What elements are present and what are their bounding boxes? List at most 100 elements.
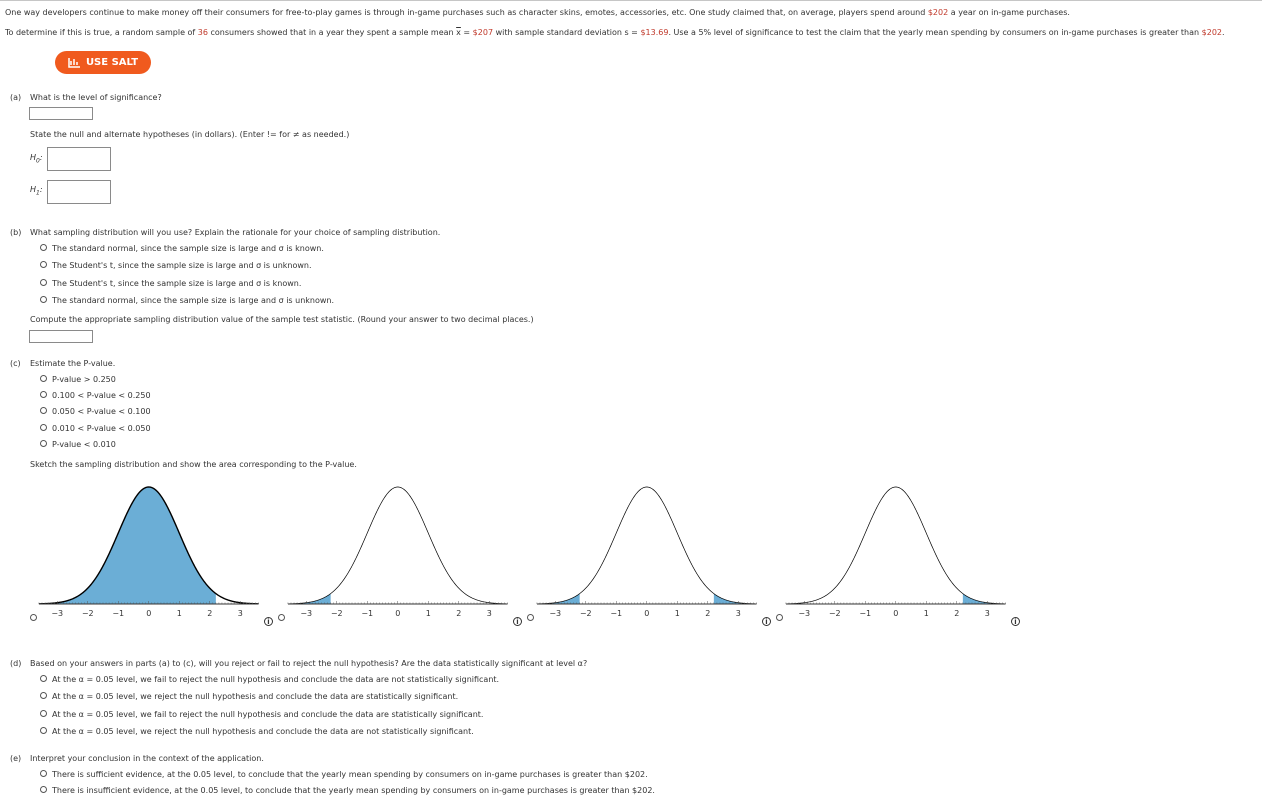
part-d-radio-1[interactable] [40,675,47,682]
tick-label: 2 [705,609,710,618]
part-e-option-2: There is insufficient evidence, at the 0… [52,786,655,795]
claim-value: $202 [1201,28,1223,37]
part-c-radio-4[interactable] [40,424,47,431]
normal-curve [536,486,757,605]
part-b-option-1: The standard normal, since the sample si… [52,244,324,253]
part-c-question: Estimate the P-value. [30,359,116,368]
sketch-prompt: Sketch the sampling distribution and sho… [30,460,357,469]
info-icon[interactable]: i [513,617,522,626]
significance-input[interactable] [29,107,93,120]
graph-radio-4[interactable] [776,614,783,621]
part-d-radio-3[interactable] [40,710,47,717]
tick-label: −3 [549,609,561,618]
part-a-label: (a) [10,93,22,102]
h0-label: H0: [30,153,43,165]
shaded-area [38,487,216,604]
info-icon[interactable]: i [762,617,771,626]
part-b-radio-3[interactable] [40,279,47,286]
part-d-option-2: At the α = 0.05 level, we reject the nul… [52,692,459,701]
tick-label: 0 [644,609,649,618]
tick-label: 1 [426,609,431,618]
part-d-option-3: At the α = 0.05 level, we fail to reject… [52,710,484,719]
shaded-right-tail [713,593,757,604]
tick-label: 3 [736,609,741,618]
part-e-option-1: There is sufficient evidence, at the 0.0… [52,770,648,779]
part-c-radio-1[interactable] [40,375,47,382]
shaded-left-tail [287,593,331,604]
hypotheses-prompt: State the null and alternate hypotheses … [30,130,350,139]
part-d-option-4: At the α = 0.05 level, we reject the nul… [52,727,474,736]
tick-label: 2 [207,609,212,618]
h1-label: H1: [30,185,43,197]
intro-line-2: To determine if this is true, a random s… [5,28,1225,37]
graph-3: −3 −2 −1 0 1 2 3 [536,486,757,618]
tick-label: 3 [985,609,990,618]
part-d-radio-2[interactable] [40,692,47,699]
tick-label: 3 [238,609,243,618]
part-d-question: Based on your answers in parts (a) to (c… [30,659,588,668]
part-b-option-2: The Student's t, since the sample size i… [52,261,312,270]
part-c-label: (c) [10,359,21,368]
part-a-question: What is the level of significance? [30,93,162,102]
tick-label: −2 [82,609,94,618]
part-b-label: (b) [10,228,22,237]
part-d-label: (d) [10,659,22,668]
tick-label: −3 [51,609,63,618]
graph-1: −3 −2 −1 0 1 2 3 [38,486,259,618]
tick-label: 1 [177,609,182,618]
sample-mean: $207 [472,28,494,37]
part-c-option-2: 0.100 < P-value < 0.250 [52,391,151,400]
part-d-radio-4[interactable] [40,727,47,734]
use-salt-button[interactable]: USE SALT [55,51,151,74]
graph-2: −3 −2 −1 0 1 2 3 [287,486,508,618]
h1-input[interactable] [47,180,111,204]
salt-chart-icon [68,58,80,68]
part-b-radio-2[interactable] [40,261,47,268]
info-icon[interactable]: i [264,617,273,626]
part-e-radio-1[interactable] [40,770,47,777]
part-c-radio-2[interactable] [40,391,47,398]
normal-curve [785,486,1006,605]
tick-label: 1 [924,609,929,618]
tick-label: −1 [859,609,871,618]
tick-label: 0 [146,609,151,618]
part-b-option-3: The Student's t, since the sample size i… [52,279,302,288]
part-c-radio-3[interactable] [40,407,47,414]
part-b-option-4: The standard normal, since the sample si… [52,296,335,305]
tick-label: 3 [487,609,492,618]
tick-label: 2 [954,609,959,618]
intro-line-1: One way developers continue to make mone… [5,8,1070,17]
normal-curve [38,486,259,605]
tick-label: 0 [395,609,400,618]
test-statistic-input[interactable] [29,330,93,343]
part-c-radio-5[interactable] [40,440,47,447]
tick-label: −2 [829,609,841,618]
tick-label: −2 [580,609,592,618]
part-b-question: What sampling distribution will you use?… [30,228,441,237]
tick-label: −2 [331,609,343,618]
tick-label: 2 [456,609,461,618]
claimed-mean: $202 [927,8,949,17]
tick-label: 1 [675,609,680,618]
graph-4: −3 −2 −1 0 1 2 3 [785,486,1006,618]
graph-radio-1[interactable] [30,614,37,621]
part-c-option-4: 0.010 < P-value < 0.050 [52,424,151,433]
h0-input[interactable] [47,147,111,171]
graph-radio-2[interactable] [278,614,285,621]
part-e-radio-2[interactable] [40,786,47,793]
part-b-radio-1[interactable] [40,244,47,251]
shaded-left-tail [536,593,580,604]
info-icon[interactable]: i [1011,617,1020,626]
use-salt-label: USE SALT [85,57,139,68]
part-c-option-5: P-value < 0.010 [52,440,116,449]
tick-label: −1 [610,609,622,618]
part-b-radio-4[interactable] [40,296,47,303]
part-c-option-3: 0.050 < P-value < 0.100 [52,407,151,416]
tick-label: −3 [798,609,810,618]
part-c-option-1: P-value > 0.250 [52,375,116,384]
compute-prompt: Compute the appropriate sampling distrib… [30,315,534,324]
top-border [0,0,1262,1]
tick-label: −3 [300,609,312,618]
graph-radio-3[interactable] [527,614,534,621]
tick-label: −1 [361,609,373,618]
